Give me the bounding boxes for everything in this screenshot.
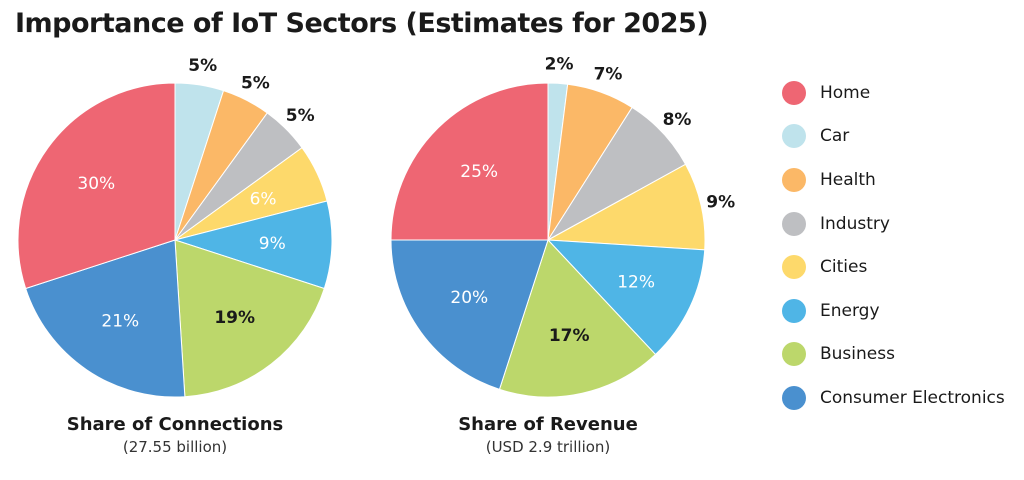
- label-home: 25%: [460, 162, 498, 182]
- slice-business: [498, 239, 657, 398]
- label-cities: 9%: [706, 192, 735, 212]
- legend-label-industry: Industry: [820, 213, 890, 234]
- legend-swatch-business: [782, 342, 806, 367]
- legend-item-consumer-electronics: Consumer Electronics: [782, 376, 1005, 420]
- legend-swatch-home: [782, 80, 806, 105]
- legend-swatch-car: [782, 124, 806, 149]
- legend-label-car: Car: [820, 126, 850, 147]
- label-cities: 6%: [250, 190, 277, 210]
- legend-item-cities: Cities: [782, 245, 1005, 289]
- label-industry: 8%: [663, 110, 692, 130]
- label-industry: 5%: [286, 106, 315, 126]
- label-energy: 12%: [617, 272, 655, 292]
- legend-item-home: Home: [782, 71, 1005, 115]
- legend-swatch-health: [782, 167, 806, 192]
- legend-item-business: Business: [782, 333, 1005, 377]
- slice-business: [174, 239, 325, 398]
- caption-revenue-title: Share of Revenue: [458, 414, 638, 435]
- label-health: 5%: [241, 73, 270, 93]
- chart-title: Importance of IoT Sectors (Estimates for…: [15, 8, 709, 39]
- caption-connections-title: Share of Connections: [66, 414, 284, 435]
- label-consumer-electronics: 20%: [450, 288, 488, 308]
- label-business: 19%: [214, 308, 255, 328]
- legend-label-home: Home: [820, 82, 871, 103]
- legend: Home Car Health Industry Cities Energy B…: [782, 71, 1005, 420]
- slice-consumer-electronics: [390, 239, 549, 390]
- caption-revenue: Share of Revenue (USD 2.9 trillion): [378, 414, 718, 456]
- pie-revenue: 2% 7% 8% 9% 12% 17% 20% 25%: [390, 54, 735, 398]
- legend-item-car: Car: [782, 115, 1005, 159]
- slice-energy: [173, 200, 333, 290]
- label-car: 2%: [545, 54, 574, 74]
- legend-swatch-industry: [782, 211, 806, 236]
- label-energy: 9%: [259, 234, 286, 254]
- label-home: 30%: [77, 174, 115, 194]
- legend-label-cities: Cities: [820, 257, 868, 278]
- label-car: 5%: [188, 56, 217, 76]
- label-business: 17%: [549, 326, 590, 346]
- slice-home: [17, 82, 176, 290]
- slice-home: [390, 82, 549, 241]
- legend-item-health: Health: [782, 158, 1005, 202]
- caption-connections: Share of Connections (27.55 billion): [5, 414, 345, 456]
- caption-revenue-total: (USD 2.9 trillion): [485, 438, 611, 456]
- label-consumer-electronics: 21%: [101, 312, 139, 332]
- label-health: 7%: [594, 65, 623, 85]
- caption-connections-total: (27.55 billion): [122, 438, 228, 456]
- legend-swatch-energy: [782, 298, 806, 323]
- slice-energy: [546, 239, 706, 356]
- pie-connections: 5% 5% 5% 6% 9% 19% 21% 30%: [17, 56, 333, 398]
- slice-cities: [546, 163, 706, 251]
- legend-swatch-consumer-electronics: [782, 385, 806, 410]
- legend-label-consumer-electronics: Consumer Electronics: [820, 387, 1005, 408]
- legend-item-energy: Energy: [782, 289, 1005, 333]
- legend-label-health: Health: [820, 169, 876, 190]
- legend-label-energy: Energy: [820, 300, 880, 321]
- legend-label-business: Business: [820, 344, 895, 365]
- slice-consumer-electronics: [25, 239, 186, 398]
- legend-swatch-cities: [782, 255, 806, 280]
- legend-item-industry: Industry: [782, 202, 1005, 246]
